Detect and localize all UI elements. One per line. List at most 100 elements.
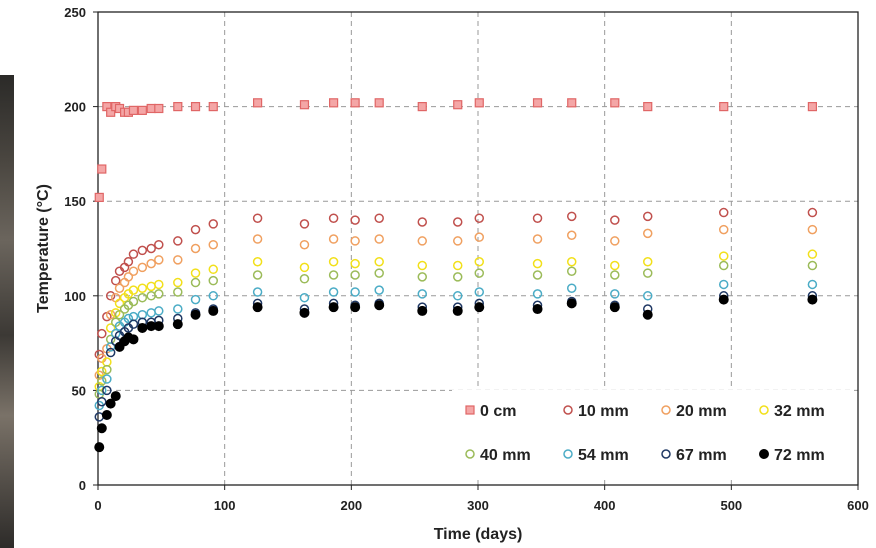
data-point (807, 207, 818, 218)
legend-marker (759, 449, 769, 459)
data-point (350, 258, 360, 269)
data-point (105, 398, 116, 409)
data-point (452, 291, 463, 301)
data-point (328, 213, 339, 223)
data-point (328, 234, 339, 244)
data-point (417, 305, 428, 316)
background-photo-fragment (0, 75, 14, 548)
legend: 0 cm 10 mm 20 mm 32 mm 40 mm 54 mm 67 mm 72 mm (465, 403, 825, 464)
data-point (350, 236, 360, 246)
data-point (452, 272, 463, 282)
data-point (610, 236, 620, 246)
data-point (642, 291, 653, 301)
data-point (299, 262, 310, 273)
data-point (208, 264, 219, 275)
data-point (299, 274, 310, 284)
data-point (123, 313, 134, 324)
data-point (807, 224, 818, 235)
data-point (105, 323, 116, 333)
data-point (128, 296, 139, 307)
data-point (807, 249, 818, 259)
data-point (208, 101, 218, 112)
series-54-mm (94, 279, 818, 411)
data-point (417, 272, 428, 282)
data-series (94, 98, 818, 453)
data-point (208, 219, 219, 229)
data-point (173, 236, 183, 246)
data-point (173, 255, 183, 265)
data-point (474, 98, 484, 108)
data-point (566, 266, 577, 276)
data-point (299, 219, 310, 229)
data-point (474, 213, 485, 223)
data-point (190, 309, 201, 320)
data-point (299, 100, 310, 110)
data-point (252, 234, 263, 244)
data-point (173, 277, 183, 288)
data-point (128, 105, 139, 115)
data-point (328, 302, 339, 313)
data-point (452, 260, 463, 271)
legend-item: 0 cm (465, 403, 516, 420)
x-tick-label: 300 (467, 498, 489, 513)
x-tick-label: 0 (94, 498, 101, 513)
data-point (190, 277, 201, 288)
axis-ticks: 0 100 200 300 400 500 600 0 50 100 150 200 250 (64, 5, 869, 513)
data-point (643, 101, 653, 112)
data-point (718, 207, 729, 218)
data-point (642, 268, 653, 278)
data-point (114, 283, 125, 293)
data-point (102, 364, 112, 375)
data-point (137, 292, 148, 303)
data-point (105, 347, 116, 358)
data-point (137, 245, 148, 256)
y-tick-label: 250 (64, 5, 86, 20)
data-point (105, 291, 116, 301)
data-point (329, 98, 339, 108)
data-point (532, 234, 543, 244)
series-0-cm (94, 98, 818, 203)
data-point (299, 239, 310, 250)
legend-marker (759, 405, 769, 415)
data-point (610, 215, 620, 225)
data-point (452, 217, 463, 227)
data-point (128, 334, 139, 345)
legend-label: 72 mm (774, 447, 825, 464)
data-point (154, 279, 164, 290)
data-point (566, 211, 577, 222)
data-point (718, 224, 729, 235)
legend-label: 67 mm (676, 447, 727, 464)
series-20-mm (94, 224, 818, 381)
data-point (94, 442, 105, 453)
data-point (642, 256, 653, 267)
data-point (102, 374, 112, 384)
legend-label: 40 mm (480, 447, 531, 464)
data-point (114, 309, 125, 320)
legend-marker (563, 449, 573, 459)
data-point (374, 268, 384, 278)
data-point (97, 164, 107, 174)
data-point (128, 249, 139, 259)
data-point (128, 285, 139, 295)
legend-item: 67 mm (661, 447, 727, 464)
data-point (94, 192, 104, 203)
data-point (128, 266, 139, 276)
data-point (807, 279, 818, 290)
data-point (328, 256, 339, 267)
y-axis-title: Temperature (°C) (35, 184, 52, 313)
data-point (328, 270, 339, 280)
data-point (374, 234, 384, 244)
data-point (474, 302, 485, 313)
data-point (299, 292, 310, 303)
data-point (154, 103, 164, 114)
data-point (642, 211, 653, 222)
data-point (374, 256, 384, 267)
data-point (417, 260, 428, 271)
data-point (718, 294, 729, 305)
legend-item: 54 mm (563, 447, 629, 464)
data-point (350, 270, 360, 280)
data-point (97, 397, 107, 407)
y-tick-label: 100 (64, 289, 86, 304)
x-axis-title: Time (days) (434, 526, 523, 543)
data-point (208, 239, 219, 250)
